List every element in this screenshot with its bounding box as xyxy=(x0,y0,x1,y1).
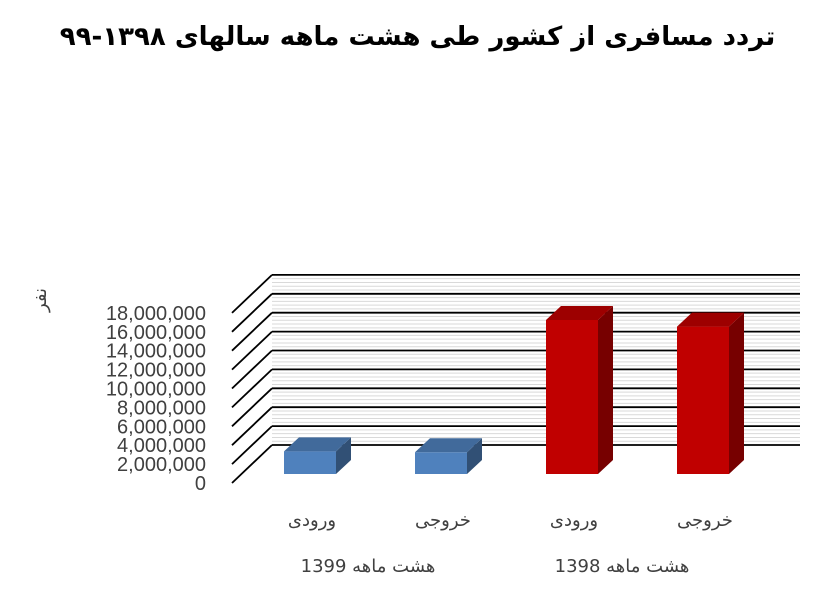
bar-side xyxy=(467,438,482,474)
y-tick-label: 2,000,000 xyxy=(117,454,206,476)
group-labels: هشت ماهه 1399 هشت ماهه 1398 xyxy=(301,556,690,577)
bar xyxy=(546,319,598,474)
category-label: ورودی xyxy=(288,510,336,531)
bar xyxy=(284,451,336,474)
chart-bars xyxy=(284,305,744,474)
bar-top xyxy=(546,305,613,320)
bar-top xyxy=(415,438,482,453)
gridline-diagonal xyxy=(231,444,273,484)
bar-side xyxy=(598,305,613,474)
bar xyxy=(415,452,467,474)
bar-top xyxy=(677,312,744,327)
category-labels: ورودی خروجی ورودی خروجی xyxy=(288,510,733,531)
bar-side xyxy=(336,437,351,474)
gridline-diagonal xyxy=(231,293,273,333)
y-axis-ticks: 02,000,0004,000,0006,000,0008,000,00010,… xyxy=(106,303,206,495)
chart-title: تردد مسافری از کشور طی هشت ماهه سالهای ۱… xyxy=(59,22,776,52)
y-tick-label: 14,000,000 xyxy=(106,341,206,363)
y-tick-label: 6,000,000 xyxy=(117,416,206,438)
gridline-diagonal xyxy=(231,425,273,465)
bar-side xyxy=(729,312,744,474)
gridline-diagonal xyxy=(231,330,273,371)
gridline-diagonal xyxy=(231,312,273,352)
y-tick-label: 10,000,000 xyxy=(106,379,206,401)
gridline-diagonal xyxy=(231,406,273,446)
gridline-diagonal xyxy=(231,349,273,390)
y-tick-label: 12,000,000 xyxy=(106,360,206,382)
y-axis-label: نفر xyxy=(30,288,51,313)
bar xyxy=(677,326,729,474)
y-tick-label: 8,000,000 xyxy=(117,397,206,419)
bar-top xyxy=(284,437,351,452)
group-label: هشت ماهه 1399 xyxy=(301,556,436,577)
gridline-diagonal xyxy=(231,368,273,409)
gridline-diagonal xyxy=(231,274,273,314)
category-label: خروجی xyxy=(677,510,733,531)
category-label: خروجی xyxy=(415,510,471,531)
y-tick-label: 4,000,000 xyxy=(117,435,206,457)
gridline-diagonal xyxy=(231,387,273,427)
group-label: هشت ماهه 1398 xyxy=(555,556,690,577)
category-label: ورودی xyxy=(550,510,598,531)
y-tick-label: 0 xyxy=(195,473,206,495)
y-tick-label: 18,000,000 xyxy=(106,303,206,325)
y-tick-label: 16,000,000 xyxy=(106,322,206,344)
